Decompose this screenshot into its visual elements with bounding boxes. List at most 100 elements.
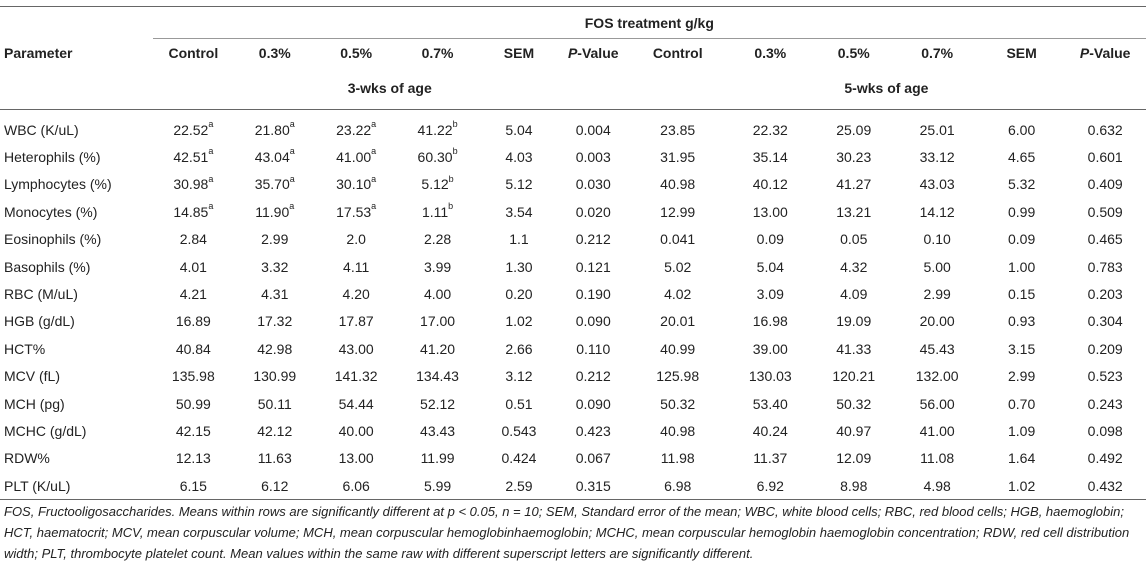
row-parameter: Heterophils (%) <box>4 149 101 166</box>
col-pvalue-3wk: P-Value <box>560 39 627 68</box>
cell-value: 16.89 <box>175 313 211 330</box>
significance-letter: b <box>452 146 458 157</box>
cell-value: 42.15 <box>175 422 211 439</box>
cell-value: 0.067 <box>575 450 611 467</box>
cell-value: 1.11 <box>421 203 449 220</box>
significance-letter: a <box>289 119 295 130</box>
cell-5wk: 120.21 <box>832 368 876 385</box>
cell-value: 135.98 <box>171 368 215 385</box>
cell-3wk: 42.51a <box>153 143 234 170</box>
cell-3wk: 0.212 <box>560 226 627 253</box>
table-row: HCT% 40.84 42.98 43.00 41.20 2.66 0.110 40.99 39… <box>0 335 1146 362</box>
cell-5wk: 5.02 <box>664 258 692 275</box>
cell-5wk: 4.32 <box>840 258 868 275</box>
cell-value: 2.99 <box>261 231 289 248</box>
cell-5wk: 20.01 <box>660 313 696 330</box>
significance-letter: b <box>448 173 454 184</box>
cell-value: 0.543 <box>501 422 537 439</box>
age-5wk-label: 5-wks of age <box>844 80 929 96</box>
cell-3wk: 4.31 <box>234 280 315 307</box>
table-row: MCHC (g/dL) 42.15 42.12 40.00 43.43 0.543 0.42… <box>0 417 1146 444</box>
cell-5wk: 25.09 <box>836 121 872 138</box>
cell-3wk: 3.54 <box>478 198 559 225</box>
cell-5wk: 5.32 <box>1008 176 1036 193</box>
cell-value: 17.32 <box>257 313 293 330</box>
col-03-3wk: 0.3% <box>258 45 291 61</box>
cell-3wk: 3.32 <box>234 253 315 280</box>
cell-3wk: 40.84 <box>153 335 234 362</box>
cell-3wk: 60.30b <box>397 143 478 170</box>
col-sem-5wk: SEM <box>1006 45 1037 61</box>
cell-5wk: 35.14 <box>752 149 788 166</box>
cell-5wk: 40.98 <box>660 422 696 439</box>
cell-5wk: 0.243 <box>1087 395 1123 412</box>
cell-value: 12.13 <box>175 450 211 467</box>
col-control-3wk: Control <box>168 45 219 61</box>
cell-value: 30.98 <box>173 176 209 193</box>
cell-3wk: 50.99 <box>153 390 234 417</box>
cell-5wk: 41.33 <box>836 340 872 357</box>
cell-5wk: 125.98 <box>656 368 700 385</box>
cell-3wk: 22.52a <box>153 110 234 144</box>
cell-5wk: 43.03 <box>919 176 955 193</box>
cell-3wk: 0.020 <box>560 198 627 225</box>
cell-value: 2.59 <box>505 477 533 494</box>
cell-5wk: 6.98 <box>664 477 692 494</box>
cell-3wk: 54.44 <box>315 390 396 417</box>
table-row: Lymphocytes (%) 30.98a 35.70a 30.10a 5.12b 5.… <box>0 171 1146 198</box>
cell-value: 6.06 <box>342 477 370 494</box>
cell-3wk: 4.03 <box>478 143 559 170</box>
cell-5wk: 0.601 <box>1087 149 1123 166</box>
cell-3wk: 2.59 <box>478 472 559 500</box>
cell-value: 22.52 <box>173 121 209 138</box>
cell-value: 4.01 <box>179 258 207 275</box>
cell-5wk: 5.04 <box>756 258 784 275</box>
cell-3wk: 0.20 <box>478 280 559 307</box>
cell-5wk: 13.00 <box>752 203 788 220</box>
cell-3wk: 1.11b <box>397 198 478 225</box>
cell-5wk: 4.65 <box>1008 149 1036 166</box>
cell-3wk: 21.80a <box>234 110 315 144</box>
col-pvalue-5wk: P-Value <box>1064 39 1146 68</box>
cell-value: 17.00 <box>420 313 456 330</box>
cell-value: 4.03 <box>505 149 533 166</box>
cell-3wk: 5.99 <box>397 472 478 500</box>
significance-letter: a <box>289 146 295 157</box>
cell-5wk: 20.00 <box>919 313 955 330</box>
cell-5wk: 31.95 <box>660 149 696 166</box>
row-parameter: MCH (pg) <box>4 395 65 412</box>
cell-3wk: 6.15 <box>153 472 234 500</box>
cell-5wk: 0.93 <box>1008 313 1036 330</box>
cell-3wk: 3.12 <box>478 363 559 390</box>
cell-5wk: 0.523 <box>1087 368 1123 385</box>
cell-3wk: 4.21 <box>153 280 234 307</box>
cell-5wk: 130.03 <box>748 368 792 385</box>
cell-value: 0.020 <box>575 203 611 220</box>
cell-value: 11.99 <box>420 450 455 467</box>
cell-5wk: 50.32 <box>836 395 872 412</box>
cell-5wk: 33.12 <box>919 149 955 166</box>
cell-3wk: 12.13 <box>153 445 234 472</box>
cell-5wk: 11.08 <box>920 450 955 467</box>
cell-3wk: 0.190 <box>560 280 627 307</box>
cell-3wk: 23.22a <box>315 110 396 144</box>
cell-value: 42.12 <box>257 422 293 439</box>
header-blank <box>0 67 153 110</box>
cell-3wk: 0.003 <box>560 143 627 170</box>
cell-3wk: 0.423 <box>560 417 627 444</box>
cell-value: 141.32 <box>334 368 378 385</box>
cell-3wk: 134.43 <box>397 363 478 390</box>
cell-3wk: 6.12 <box>234 472 315 500</box>
cell-5wk: 25.01 <box>919 121 955 138</box>
table-row: MCH (pg) 50.99 50.11 54.44 52.12 0.51 0.090 50.… <box>0 390 1146 417</box>
cell-5wk: 6.92 <box>756 477 784 494</box>
significance-letter: b <box>452 119 458 130</box>
cell-3wk: 4.11 <box>315 253 396 280</box>
cell-value: 1.30 <box>505 258 533 275</box>
cell-3wk: 17.53a <box>315 198 396 225</box>
row-parameter: RBC (M/uL) <box>4 286 78 303</box>
cell-value: 11.90 <box>255 203 290 220</box>
p-letter: P <box>567 45 578 61</box>
cell-5wk: 0.041 <box>660 231 696 248</box>
cell-5wk: 0.09 <box>756 231 784 248</box>
